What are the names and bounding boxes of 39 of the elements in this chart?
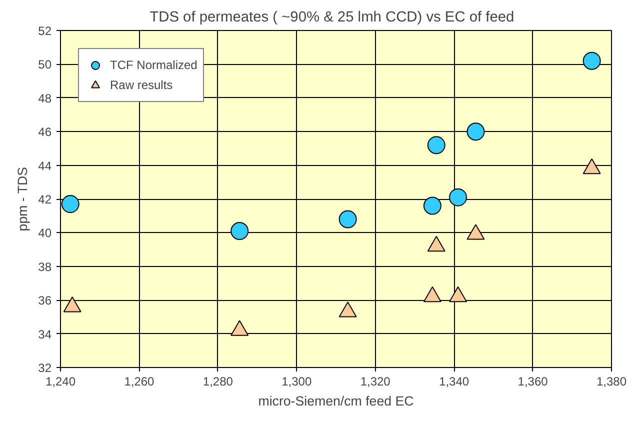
- y-tick-label: 42: [38, 192, 52, 206]
- chart-title: TDS of permeates ( ~90% & 25 lmh CCD) vs EC of feed: [150, 10, 514, 26]
- x-tick-label: 1,360: [518, 374, 548, 388]
- y-tick-label: 34: [38, 327, 52, 342]
- y-tick-label: 38: [38, 260, 52, 274]
- point: [338, 302, 357, 318]
- y-tick-label: 52: [38, 24, 52, 38]
- x-tick-label: 1,280: [202, 374, 234, 388]
- point: [61, 195, 80, 214]
- x-tick-label: 1,300: [282, 374, 312, 388]
- y-tick-label: 44: [38, 158, 52, 173]
- x-tick-label: 1,260: [124, 374, 155, 388]
- point: [466, 224, 485, 240]
- y-tick-label: 48: [38, 91, 52, 106]
- y-axis-title: ppm - TDS: [15, 166, 30, 232]
- point: [466, 122, 485, 141]
- point: [449, 286, 468, 302]
- point: [427, 136, 446, 154]
- y-tick-label: 32: [38, 361, 52, 375]
- point: [230, 222, 249, 240]
- x-tick-label: 1,240: [45, 374, 76, 388]
- point: [423, 286, 442, 302]
- legend-label: TCF Normalized: [110, 58, 198, 72]
- y-tick-label: 46: [38, 125, 52, 140]
- point: [63, 296, 82, 312]
- legend-label: Raw results: [110, 78, 173, 92]
- point: [582, 52, 601, 70]
- point: [338, 210, 357, 228]
- y-tick-label: 40: [38, 226, 52, 240]
- x-tick-label: 1,380: [596, 374, 627, 388]
- x-tick-label: 1,340: [439, 374, 470, 388]
- point: [423, 196, 442, 215]
- point: [427, 236, 446, 252]
- point: [230, 320, 249, 336]
- y-tick-label: 36: [38, 294, 52, 308]
- x-axis-title: micro-Siemen/cm feed EC: [258, 394, 414, 408]
- x-tick-label: 1,320: [360, 374, 391, 388]
- point: [449, 188, 468, 206]
- y-tick-label: 50: [38, 58, 52, 72]
